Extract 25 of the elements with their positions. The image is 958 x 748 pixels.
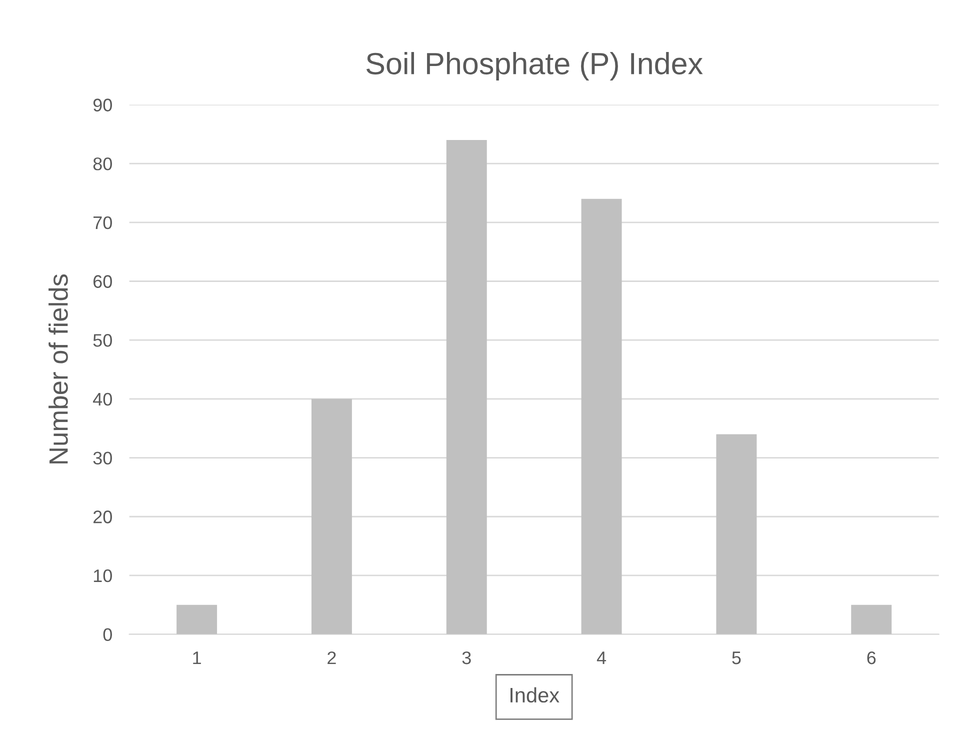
x-tick-label: 6 [867,651,876,664]
y-tick-label: 40 [92,392,112,406]
bar [851,604,892,634]
y-tick-label: 20 [93,510,112,524]
y-tick-label: 90 [93,98,112,112]
y-tick-label: 30 [93,452,112,464]
y-tick-label: 70 [94,216,112,230]
bar [581,198,622,634]
bar [446,140,487,634]
x-tick-label: 2 [328,651,336,664]
bar [311,398,352,634]
x-tick-label: 3 [462,651,471,664]
y-axis-title: Number of fields [48,274,68,464]
y-tick-label: 50 [93,334,112,347]
y-tick-label: 10 [94,569,112,582]
x-axis-title: Index [510,687,560,703]
x-tick-label: 1 [193,652,201,664]
chart-title: Soil Phosphate (P) Index [366,52,703,81]
x-tick-label: 4 [596,652,606,664]
y-tick-label: 60 [94,275,112,288]
x-tick-label: 5 [732,652,741,664]
y-tick-label: 0 [103,628,112,642]
y-tick-label: 80 [93,157,112,170]
bar [176,604,218,634]
bar [716,434,757,634]
